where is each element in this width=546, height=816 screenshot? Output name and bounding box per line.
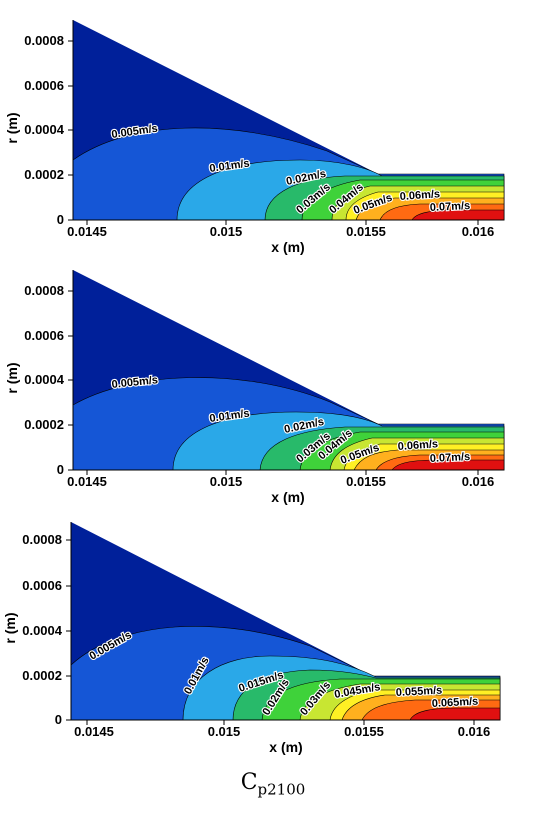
x-axis-label: x (m) <box>271 489 304 505</box>
velocity-bands <box>72 270 505 471</box>
contour-label: 0.06m/s <box>399 188 440 203</box>
contour-label: 0.065m/s <box>432 696 479 710</box>
y-tick-label: 0.0008 <box>22 532 62 547</box>
y-tick-label: 0.0008 <box>24 33 64 48</box>
velocity-bands <box>72 20 505 221</box>
x-axis-label: x (m) <box>269 739 302 755</box>
y-tick-label: 0 <box>57 462 64 477</box>
x-tick-label: 0.0155 <box>346 474 386 489</box>
y-axis <box>68 270 74 471</box>
x-tick-label: 0.016 <box>462 474 495 489</box>
y-tick-label: 0.0002 <box>22 668 62 683</box>
y-tick-label: 0 <box>55 712 62 727</box>
y-axis-label: r (m) <box>4 112 20 143</box>
contour-panel-3: 0.0145 0.015 0.0155 0.016 0 0.0002 0.000… <box>2 522 501 755</box>
y-tick-label: 0.0004 <box>24 372 65 387</box>
y-tick-label: 0.0006 <box>24 328 64 343</box>
y-tick-label: 0.0002 <box>24 417 64 432</box>
caption-subscript: p2100 <box>257 780 306 799</box>
y-tick-label: 0.0004 <box>24 122 65 137</box>
y-axis-label: r (m) <box>4 362 20 393</box>
contour-panel-2: 0.0145 0.015 0.0155 0.016 0 0.0002 0.000… <box>4 270 505 505</box>
velocity-bands <box>70 522 501 721</box>
x-tick-label: 0.0145 <box>67 224 107 239</box>
y-tick-label: 0.0006 <box>24 78 64 93</box>
x-tick-label: 0.0145 <box>67 474 107 489</box>
x-axis <box>73 469 504 475</box>
caption-main: C <box>240 770 258 795</box>
figure-caption: Cp2100 <box>0 770 546 798</box>
x-tick-label: 0.0155 <box>346 224 386 239</box>
band-9 <box>409 707 501 721</box>
x-tick-label: 0.015 <box>208 724 241 739</box>
x-tick-label: 0.016 <box>462 224 495 239</box>
y-tick-label: 0.0006 <box>22 578 62 593</box>
band-9 <box>391 459 505 471</box>
x-axis-label: x (m) <box>271 239 304 255</box>
x-tick-label: 0.016 <box>458 724 491 739</box>
contour-panel-1: 0.0145 0.015 0.0155 0.016 0 0.0002 0.000… <box>4 20 505 255</box>
y-axis <box>66 522 72 721</box>
x-axis <box>71 719 500 725</box>
x-tick-label: 0.0155 <box>344 724 384 739</box>
y-axis <box>68 20 74 221</box>
y-tick-label: 0 <box>57 212 64 227</box>
y-tick-label: 0.0002 <box>24 167 64 182</box>
band-9 <box>411 209 505 221</box>
y-tick-label: 0.0008 <box>24 283 64 298</box>
x-tick-label: 0.015 <box>210 224 243 239</box>
y-axis-label: r (m) <box>2 612 18 643</box>
y-tick-label: 0.0004 <box>22 623 63 638</box>
contour-label: 0.055m/s <box>396 685 443 699</box>
contour-label: 0.06m/s <box>397 438 438 453</box>
contour-label: 0.07m/s <box>430 451 471 465</box>
x-tick-label: 0.0145 <box>74 724 114 739</box>
x-axis <box>73 219 504 225</box>
x-tick-label: 0.015 <box>210 474 243 489</box>
contour-label: 0.07m/s <box>430 200 471 214</box>
